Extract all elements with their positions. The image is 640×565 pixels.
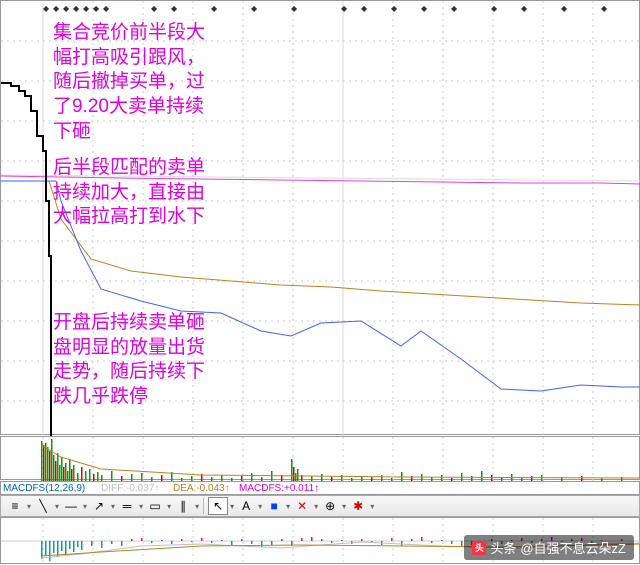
svg-text:◆: ◆ [83,4,90,13]
svg-text:◆: ◆ [361,4,368,13]
watermark-icon: 头 [472,541,486,555]
svg-text:◆: ◆ [421,4,428,13]
segment-tool[interactable]: — [61,497,81,515]
svg-text:◆: ◆ [341,4,348,13]
dea-label: DEA:-0.043↑ [173,483,230,494]
diff-label: DIFF:-0.037↑ [101,483,159,494]
svg-text:◆: ◆ [63,4,70,13]
svg-text:◆: ◆ [73,4,80,13]
price-chart[interactable]: ◆◆◆◆◆◆◆◆◆◆◆◆◆◆◆◆◆◆◆◆◆ 集合竞价前半段大 幅打高吸引跟风， … [0,0,640,435]
volume-panel[interactable] [0,436,640,480]
annotation-2: 开盘后持续卖单砸 盘明显的放量出货 走势，随后持续下 跌几乎跌停 [53,311,205,410]
watermark-prefix: 头条 [490,538,516,557]
svg-text:◆: ◆ [103,4,110,13]
watermark-text: @自强不息云朵zZ [520,538,626,557]
svg-text:◆: ◆ [171,4,178,13]
svg-text:◆: ◆ [561,4,568,13]
cursor-tool[interactable]: ↖ [208,497,228,515]
macd-label-panel: MACDFS(12,26,9) DIFF:-0.037↑ DEA:-0.043↑… [0,481,640,495]
svg-text:◆: ◆ [251,4,258,13]
color-tool[interactable]: ■ [264,497,284,515]
arrow-tool[interactable]: ↗ [89,497,109,515]
parallel-tool[interactable]: ∥ [173,497,193,515]
svg-text:◆: ◆ [211,4,218,13]
svg-text:◆: ◆ [521,4,528,13]
svg-text:◆: ◆ [53,4,60,13]
svg-text:◆: ◆ [43,4,50,13]
rect-tool[interactable]: ▭ [145,497,165,515]
settings-tool[interactable]: ✱ [348,497,368,515]
svg-text:◆: ◆ [93,4,100,13]
watermark: 头 头条 @自强不息云朵zZ [464,535,634,560]
line-tool[interactable]: ╲ [33,497,53,515]
annotation-1: 后半段匹配的卖单 持续加大，直接由 大幅拉高打到水下 [53,156,205,230]
fib-tool[interactable]: ≡ [5,497,25,515]
svg-text:◆: ◆ [491,4,498,13]
svg-text:◆: ◆ [391,4,398,13]
macd-name: MACDFS(12,26,9) [3,483,85,494]
hline-tool[interactable]: ═ [117,497,137,515]
macdfs-label: MACDFS:+0.011↑ [239,483,319,494]
drawing-toolbar: ≡▾╲▾—▾↗▾═▾▭▾∥▾↖▾A▾■▾✕▾⊕▾✱▾ [0,495,640,517]
svg-text:◆: ◆ [291,4,298,13]
annotation-0: 集合竞价前半段大 幅打高吸引跟风， 随后撤掉买单，过 了9.20大卖单持续 下砸 [53,21,205,144]
delete-tool[interactable]: ✕ [292,497,312,515]
text-tool[interactable]: A [236,497,256,515]
svg-text:◆: ◆ [451,4,458,13]
svg-text:◆: ◆ [601,4,608,13]
svg-text:◆: ◆ [151,4,158,13]
lock-tool[interactable]: ⊕ [320,497,340,515]
